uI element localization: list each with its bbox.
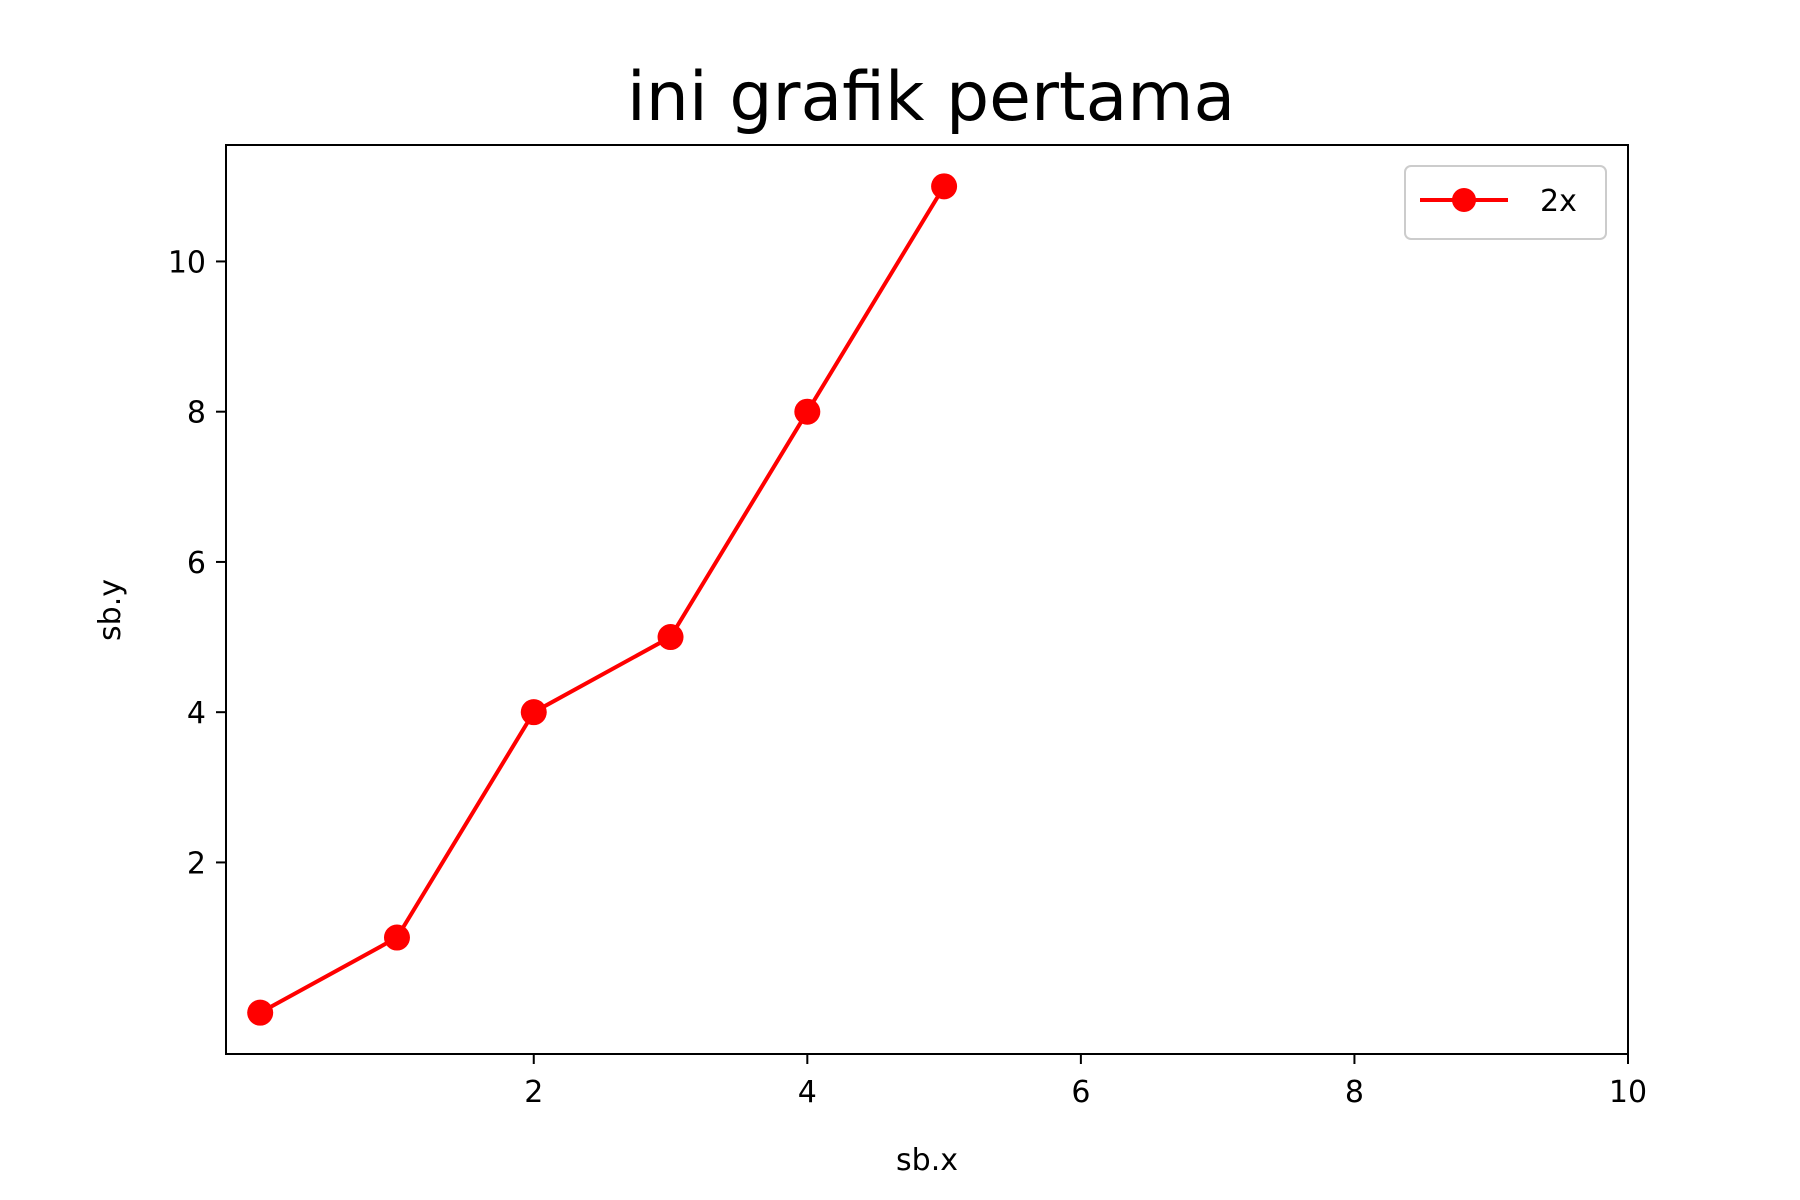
y-axis-label: sb.y xyxy=(93,579,128,641)
data-point xyxy=(520,699,547,726)
x-tick-label: 8 xyxy=(1345,1075,1364,1110)
y-tick-label: 4 xyxy=(187,696,206,731)
x-axis-label: sb.x xyxy=(896,1143,958,1178)
legend-box xyxy=(1404,165,1607,240)
plot-frame xyxy=(225,144,1629,1055)
x-tick-label: 2 xyxy=(524,1075,543,1110)
y-tick-label: 2 xyxy=(187,846,206,881)
data-point xyxy=(383,924,410,951)
x-tick-label: 4 xyxy=(798,1075,817,1110)
chart-title: ini grafik pertama xyxy=(627,58,1235,137)
y-axis: 2 4 6 8 10 xyxy=(168,245,226,881)
data-point xyxy=(657,624,684,651)
y-tick-label: 8 xyxy=(187,396,206,431)
series-line xyxy=(259,185,946,1015)
x-tick-label: 10 xyxy=(1609,1075,1647,1110)
data-point xyxy=(931,173,958,200)
plot-area xyxy=(247,173,958,1026)
data-point xyxy=(794,398,821,425)
y-tick-label: 10 xyxy=(168,245,206,280)
y-tick-label: 6 xyxy=(187,546,206,581)
legend-label: 2x xyxy=(1540,184,1577,219)
data-point xyxy=(247,999,274,1026)
legend: 2x xyxy=(1404,165,1607,240)
x-axis: 2 4 6 8 10 xyxy=(524,1054,1647,1110)
x-tick-label: 6 xyxy=(1071,1075,1090,1110)
legend-marker-swatch xyxy=(1452,188,1476,212)
